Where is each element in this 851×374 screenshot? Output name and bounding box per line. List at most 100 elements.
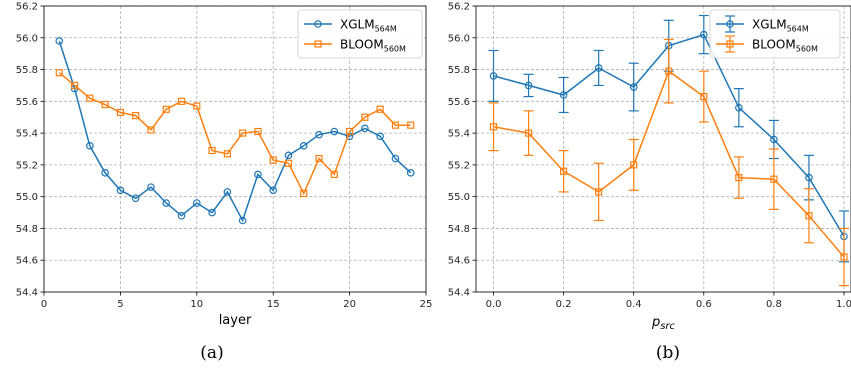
data-point xyxy=(131,194,140,203)
data-point xyxy=(284,151,293,160)
data-point xyxy=(147,126,155,134)
legend-label: BLOOM560M xyxy=(752,38,818,54)
y-tick-label: 55.4 xyxy=(448,129,470,140)
x-tick-label: 5 xyxy=(117,299,123,310)
data-point xyxy=(524,81,533,90)
data-point xyxy=(86,94,94,102)
data-point xyxy=(223,188,232,196)
data-point xyxy=(269,186,278,195)
y-tick-label: 55.6 xyxy=(16,97,38,108)
data-point xyxy=(391,121,400,129)
y-tick-label: 55.8 xyxy=(16,65,38,76)
data-point xyxy=(330,170,338,179)
data-point xyxy=(162,199,171,207)
data-point xyxy=(700,30,708,39)
x-tick-label: 0.2 xyxy=(556,299,572,310)
data-point xyxy=(361,113,369,121)
data-point xyxy=(770,135,778,144)
y-tick-label: 56.0 xyxy=(448,33,470,44)
x-tick-label: 1.0 xyxy=(836,299,851,310)
x-axis-label: layer xyxy=(219,313,252,328)
data-point xyxy=(70,81,79,90)
y-tick-label: 55.2 xyxy=(16,160,38,171)
data-point xyxy=(346,127,354,136)
data-point xyxy=(315,130,323,139)
data-point xyxy=(330,127,339,136)
legend-label: BLOOM560M xyxy=(340,38,406,54)
data-point xyxy=(594,64,603,72)
y-tick-label: 54.6 xyxy=(16,256,38,267)
x-tick-label: 15 xyxy=(267,299,280,310)
y-tick-label: 55.0 xyxy=(16,192,38,203)
y-tick-label: 54.4 xyxy=(16,288,38,299)
data-point xyxy=(735,174,743,182)
y-tick-label: 55.4 xyxy=(16,129,38,140)
y-tick-label: 56.0 xyxy=(16,33,38,44)
data-point xyxy=(193,102,201,110)
data-point xyxy=(629,83,638,91)
data-point xyxy=(391,154,400,163)
data-point xyxy=(254,127,262,136)
data-point xyxy=(132,112,140,120)
y-tick-label: 55.0 xyxy=(448,192,470,203)
legend-swatch-marker xyxy=(314,40,322,48)
panel-caption: (a) xyxy=(200,343,223,363)
x-tick-label: 20 xyxy=(343,299,356,310)
data-point xyxy=(86,142,94,150)
legend-box xyxy=(297,9,423,59)
y-tick-label: 55.2 xyxy=(448,160,470,171)
data-point xyxy=(300,189,308,198)
data-point xyxy=(208,208,216,217)
data-point xyxy=(116,186,125,195)
chart-panel-b: 54.4 54.6 54.8 55.0 55.2 55.4 55.6 55.8 56.0 56.2… xyxy=(448,2,851,363)
data-point xyxy=(805,212,813,220)
y-tick-label: 55.8 xyxy=(448,65,470,76)
data-point xyxy=(376,132,384,141)
data-point xyxy=(101,169,109,177)
data-point xyxy=(147,183,155,191)
y-tick-label: 56.2 xyxy=(448,2,470,13)
data-point xyxy=(284,159,293,167)
y-tick-label: 54.4 xyxy=(448,288,470,299)
data-point xyxy=(193,199,201,207)
data-point xyxy=(361,124,369,133)
data-point xyxy=(238,216,247,225)
y-tick-label: 55.6 xyxy=(448,97,470,108)
x-tick-label: 0.4 xyxy=(626,299,642,310)
data-point xyxy=(665,67,673,75)
data-point xyxy=(315,154,323,163)
y-tick-label: 54.6 xyxy=(448,256,470,267)
legend-label: XGLM564M xyxy=(752,18,809,34)
data-point xyxy=(630,161,638,169)
y-tick-label: 54.8 xyxy=(16,224,38,235)
data-point xyxy=(299,142,308,150)
data-point xyxy=(406,169,415,177)
data-point xyxy=(101,100,109,109)
x-axis-label: psrc xyxy=(651,315,676,332)
x-tick-label: 10 xyxy=(190,299,203,310)
data-point xyxy=(700,92,708,101)
data-point xyxy=(560,167,568,175)
data-point xyxy=(770,175,778,183)
y-tick-label: 56.2 xyxy=(16,2,38,13)
series-line xyxy=(493,69,845,258)
legend-box xyxy=(709,9,841,59)
x-tick-label: 0 xyxy=(41,299,47,310)
data-point xyxy=(223,150,231,158)
data-point xyxy=(489,72,498,80)
data-point xyxy=(595,188,603,196)
chart-panel-a: 54.4 54.6 54.8 55.0 55.2 55.4 55.6 55.8 56.0 56.2… xyxy=(16,2,433,364)
data-point xyxy=(805,173,813,182)
data-point xyxy=(269,156,277,164)
data-point xyxy=(489,123,498,131)
data-point xyxy=(407,121,415,129)
data-point xyxy=(162,105,170,113)
data-point xyxy=(559,91,568,99)
data-point xyxy=(524,129,533,137)
data-point xyxy=(254,170,262,179)
data-point xyxy=(55,37,64,45)
x-tick-label: 0.0 xyxy=(486,299,502,310)
data-point xyxy=(208,146,216,155)
series-line xyxy=(58,40,412,223)
